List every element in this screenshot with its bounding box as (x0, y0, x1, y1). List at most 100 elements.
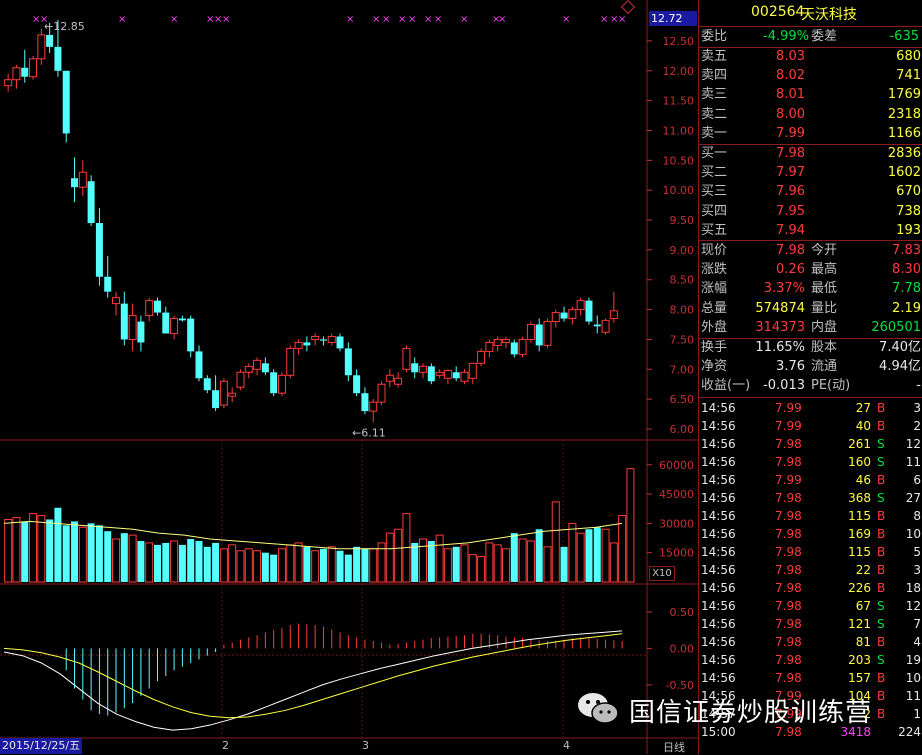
candle-body (526, 324, 535, 340)
volume-bar (435, 534, 444, 583)
level-price: 7.98 (776, 146, 805, 161)
price-tick-label: 7.00 (670, 363, 695, 376)
tick-time: 14:56 (701, 419, 736, 433)
candle-body (261, 363, 269, 373)
volume-bar (54, 507, 62, 582)
tick-time: 14:56 (701, 671, 736, 685)
volume-bar (104, 531, 112, 582)
kline-chart-area[interactable]: 6.00 6.50 7.00 7.50 8.00 8.50 9.00 9.50 10.00 10.… (0, 0, 698, 754)
period-label[interactable]: 日线 (663, 741, 685, 754)
price-tick-label: 12.50 (663, 35, 695, 48)
candle-body (162, 312, 170, 334)
sell-level-row: 卖四 8.02 741 (699, 67, 922, 85)
volume-bar (452, 546, 460, 582)
tick-side: B (877, 563, 886, 577)
stat-value: 7.83 (892, 243, 921, 258)
event-marker: × (434, 14, 442, 25)
tick-row: 14:56 7.98 261 S 12 (699, 435, 922, 453)
candle-body (87, 181, 95, 224)
level-label: 买三 (701, 184, 728, 200)
volume-tick-label: 45000 (659, 488, 694, 501)
volume-bar (21, 521, 29, 582)
stats-row: 涨幅 3.37% 最低 7.78 (699, 280, 922, 298)
tick-price: 7.98 (775, 437, 802, 451)
current-price-tag: 12.72 (649, 11, 697, 26)
volume-bar (411, 542, 419, 582)
level-price: 7.96 (776, 184, 805, 200)
tick-time: 14:56 (701, 527, 736, 541)
low-marker: ←6.11 (352, 426, 386, 439)
candle-body (560, 312, 568, 319)
volume-bar (120, 533, 128, 582)
tick-time: 14:56 (701, 509, 736, 523)
macd-dif-line (3, 630, 623, 731)
candle-body (468, 362, 477, 379)
stock-name: 天沃科技 (801, 7, 857, 23)
event-marker: × (398, 14, 406, 25)
candle-body (435, 371, 444, 376)
level-price: 7.95 (776, 203, 805, 219)
tick-side: S (877, 437, 885, 451)
tick-price: 7.98 (775, 617, 802, 631)
divider (699, 240, 922, 241)
price-tick-label: 9.50 (670, 214, 695, 227)
stat-label: 最高 (811, 262, 838, 278)
volume-bar (609, 542, 618, 583)
candle-body (576, 300, 585, 311)
volume-tick-label: 30000 (659, 517, 694, 530)
fund-label: 股本 (811, 340, 838, 355)
volume-bar (128, 534, 137, 583)
volume-bar (62, 525, 70, 582)
level-price: 7.94 (776, 222, 805, 238)
fund-label: 净资 (701, 359, 728, 375)
fund-value: 3.76 (776, 359, 805, 375)
tick-price: 7.99 (775, 419, 802, 433)
candle-body (46, 34, 54, 47)
candle-body (71, 178, 79, 188)
order-diff-label: 委差 (811, 29, 838, 44)
tick-volume: 157 (848, 671, 871, 685)
tick-count: 12 (905, 437, 921, 451)
candle-body (369, 401, 378, 412)
candle-body (62, 70, 70, 134)
tick-time: 14:56 (701, 563, 736, 577)
candle-body (219, 380, 228, 406)
sell-level-row: 卖二 8.00 2318 (699, 106, 922, 124)
tick-volume: 2 (863, 707, 871, 721)
tick-row: 14:56 7.99 40 B 2 (699, 417, 922, 435)
candle-body (336, 336, 344, 349)
volume-bar (626, 468, 635, 583)
macd-dea-line (3, 633, 623, 719)
tick-side: B (877, 419, 886, 433)
tick-time: 14:56 (701, 437, 736, 451)
candle-body (54, 46, 62, 71)
candle-body (443, 369, 452, 379)
watermark-text: 国信证券炒股训练营 (629, 698, 873, 728)
volume-bar (311, 550, 320, 583)
stats-row: 涨跌 0.26 最高 8.30 (699, 261, 922, 279)
volume-bar (178, 544, 186, 582)
candle-body (319, 339, 327, 341)
tick-side: B (877, 509, 886, 523)
order-diff-value: -635 (889, 29, 919, 44)
volume-bar (369, 548, 378, 583)
level-price: 8.01 (776, 87, 805, 103)
tick-price: 7.99 (775, 401, 802, 415)
event-marker: × (32, 14, 40, 25)
candle-body (402, 347, 411, 370)
kline-chart-svg[interactable]: 6.00 6.50 7.00 7.50 8.00 8.50 9.00 9.50 10.00 10.… (0, 0, 698, 754)
high-marker: ←12.85 (44, 20, 85, 33)
tick-volume: 3418 (840, 725, 871, 739)
buy-level-row: 买四 7.95 738 (699, 203, 922, 221)
event-marker: × (40, 14, 48, 25)
divider (699, 397, 922, 398)
candle-body (394, 377, 403, 385)
tick-price: 7.98 (775, 455, 802, 469)
volume-bar (170, 540, 179, 583)
tick-side: S (877, 455, 885, 469)
fund-value: 7.40亿 (879, 340, 921, 355)
level-label: 卖五 (701, 49, 728, 64)
tick-time: 14:56 (701, 455, 736, 469)
level-price: 8.03 (776, 49, 805, 64)
tick-volume: 203 (848, 653, 871, 667)
